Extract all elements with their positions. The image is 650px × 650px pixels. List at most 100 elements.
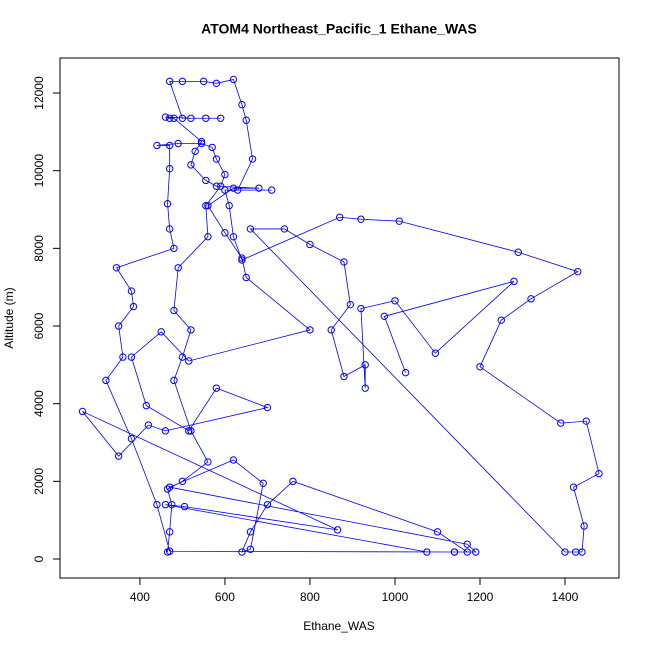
- point: [306, 326, 314, 334]
- point: [165, 77, 174, 86]
- x-tick-label: 600: [215, 590, 235, 604]
- x-tick-label: 1200: [467, 590, 494, 604]
- point: [306, 240, 314, 249]
- point: [255, 184, 263, 192]
- point: [216, 182, 225, 190]
- point: [114, 322, 123, 330]
- point: [161, 113, 170, 121]
- point: [346, 300, 355, 309]
- plot-frame: [59, 57, 620, 579]
- x-axis-label: Ethane_WAS: [303, 619, 375, 633]
- point: [163, 485, 172, 493]
- point: [202, 176, 210, 185]
- point: [401, 368, 410, 377]
- point: [229, 75, 238, 84]
- point: [229, 456, 238, 464]
- point: [463, 548, 471, 556]
- point: [161, 427, 170, 435]
- point: [221, 170, 229, 179]
- point: [197, 137, 206, 146]
- point: [165, 547, 174, 555]
- point: [229, 233, 238, 241]
- point: [361, 384, 369, 392]
- series-line: [82, 78, 600, 553]
- point: [238, 548, 246, 556]
- point: [574, 267, 582, 276]
- point: [165, 528, 174, 536]
- point: [178, 477, 187, 486]
- point: [174, 264, 182, 272]
- point: [221, 229, 229, 237]
- point: [476, 363, 484, 371]
- point: [280, 225, 289, 233]
- point: [497, 316, 505, 324]
- point: [267, 186, 276, 194]
- point: [187, 326, 195, 334]
- point: [170, 114, 178, 122]
- point: [595, 469, 603, 478]
- point: [357, 304, 365, 313]
- point: [569, 483, 578, 491]
- point: [380, 312, 389, 321]
- point: [127, 287, 136, 295]
- point: [202, 201, 210, 210]
- point: [510, 277, 518, 286]
- point: [242, 273, 250, 282]
- point: [423, 548, 431, 556]
- point: [187, 114, 195, 122]
- x-tick-label: 400: [130, 590, 150, 604]
- point: [204, 201, 212, 210]
- point: [144, 421, 153, 429]
- point: [514, 248, 522, 256]
- y-tick-label: 12000: [32, 76, 46, 110]
- y-tick-label: 8000: [32, 235, 46, 262]
- point: [221, 186, 229, 194]
- point: [170, 244, 178, 253]
- point: [185, 427, 193, 435]
- point: [327, 326, 335, 334]
- point: [212, 155, 221, 163]
- point: [580, 522, 588, 530]
- point: [527, 295, 535, 303]
- point: [263, 403, 272, 412]
- point: [431, 349, 440, 357]
- x-tick-label: 800: [300, 590, 320, 604]
- point: [174, 139, 182, 148]
- point: [197, 139, 206, 148]
- point: [229, 184, 238, 192]
- point: [340, 258, 348, 266]
- y-tick-label: 0: [32, 555, 46, 562]
- point: [582, 417, 590, 425]
- point: [161, 500, 170, 509]
- point: [170, 376, 178, 385]
- point: [361, 361, 369, 369]
- point: [212, 384, 221, 392]
- point: [263, 500, 272, 509]
- point: [165, 141, 174, 150]
- point: [127, 353, 136, 361]
- point: [391, 297, 399, 305]
- point: [242, 116, 250, 124]
- point: [178, 114, 187, 122]
- point: [238, 100, 246, 109]
- point: [561, 548, 569, 556]
- point: [225, 201, 233, 210]
- point: [336, 213, 344, 221]
- point: [170, 306, 178, 315]
- point: [165, 225, 174, 233]
- point: [340, 372, 348, 381]
- point: [212, 79, 221, 88]
- point: [472, 548, 480, 556]
- point: [163, 199, 172, 208]
- y-tick-label: 2000: [32, 468, 46, 495]
- point: [248, 155, 257, 163]
- point: [114, 452, 123, 460]
- point: [142, 401, 150, 410]
- point: [78, 407, 87, 416]
- point: [187, 161, 195, 169]
- y-tick-label: 10000: [32, 154, 46, 188]
- point: [165, 114, 174, 122]
- y-tick-label: 4000: [32, 390, 46, 417]
- point: [259, 479, 267, 487]
